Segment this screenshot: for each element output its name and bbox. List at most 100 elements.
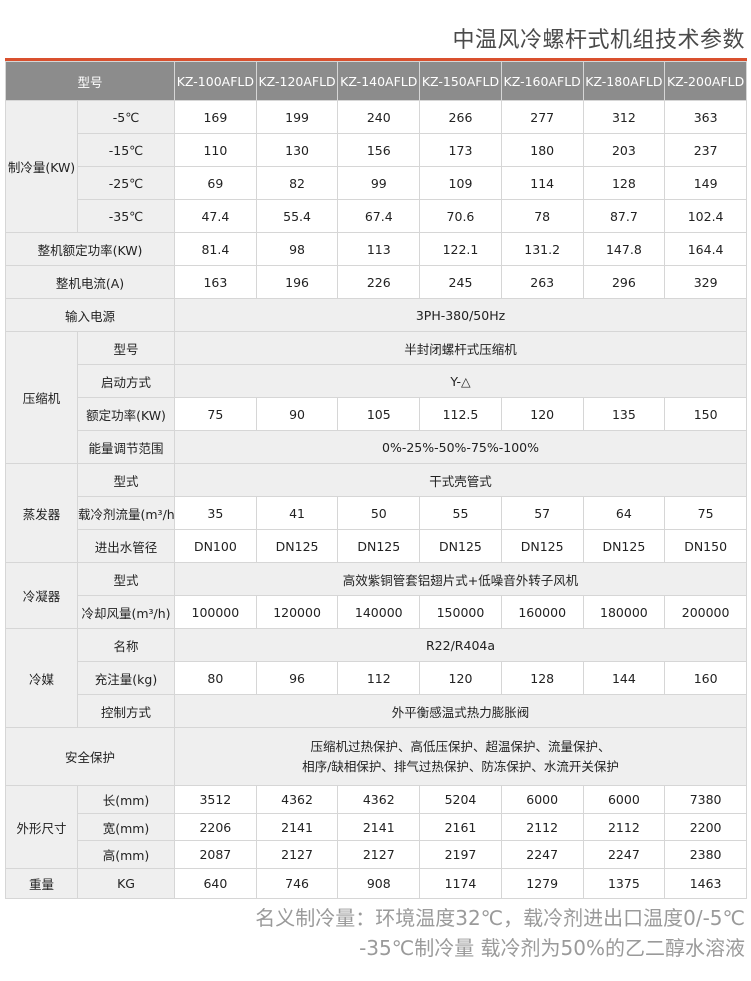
value-cell: 140000 bbox=[337, 595, 421, 629]
table-row: 输入电源 3PH-380/50Hz bbox=[4, 298, 747, 332]
value-cell: 1375 bbox=[582, 868, 666, 900]
value-cell: 296 bbox=[582, 265, 666, 299]
value-cell: 2112 bbox=[582, 812, 666, 842]
value-cell: 150 bbox=[664, 397, 747, 431]
group-label: 冷媒 bbox=[5, 628, 78, 728]
footnote-line: -35℃制冷量 载冷剂为50%的乙二醇水溶液 bbox=[359, 936, 745, 960]
value-cell: 2247 bbox=[582, 840, 666, 870]
value-cell: 41 bbox=[255, 496, 339, 530]
header-model: KZ-200AFLD bbox=[664, 61, 747, 101]
row-label: -35℃ bbox=[76, 199, 176, 233]
table-row: 能量调节范围 0%-25%-50%-75%-100% bbox=[6, 430, 747, 464]
value-cell: 312 bbox=[582, 100, 666, 134]
value-cell: 135 bbox=[582, 397, 666, 431]
table-row: 进出水管径 DN100 DN125 DN125 DN125 DN125 DN125 DN150 bbox=[6, 529, 747, 563]
value-cell: 57 bbox=[500, 496, 584, 530]
value-cell: 35 bbox=[174, 496, 257, 530]
value-cell: 2197 bbox=[419, 840, 502, 870]
value-cell: 105 bbox=[337, 397, 421, 431]
value-cell: 196 bbox=[255, 265, 339, 299]
value-cell: 110 bbox=[174, 133, 257, 167]
table-row: 蒸发器 型式 干式壳管式 bbox=[5, 463, 747, 563]
value-cell: 150000 bbox=[419, 595, 502, 629]
row-label: 安全保护 bbox=[4, 727, 176, 786]
value-cell: 75 bbox=[174, 397, 257, 431]
value-cell: 7380 bbox=[664, 785, 747, 814]
group-label: 蒸发器 bbox=[5, 463, 78, 563]
value-cell: 2161 bbox=[419, 812, 502, 842]
row-label: 冷却风量(m³/h) bbox=[76, 595, 176, 629]
value-cell: 2127 bbox=[255, 840, 339, 870]
row-label: 控制方式 bbox=[76, 694, 176, 728]
value-cell: 4362 bbox=[337, 785, 421, 814]
table-row: -25℃ 69 82 99 109 114 128 149 bbox=[6, 166, 747, 200]
value-cell: 113 bbox=[337, 232, 421, 266]
value-cell: 120 bbox=[419, 661, 502, 695]
value-cell: 78 bbox=[500, 199, 584, 233]
row-label: KG bbox=[76, 868, 176, 900]
value-cell: 2247 bbox=[500, 840, 584, 870]
value-cell: 640 bbox=[174, 868, 257, 900]
value-cell: 109 bbox=[419, 166, 502, 200]
value-cell: 64 bbox=[582, 496, 666, 530]
value-cell: 173 bbox=[419, 133, 502, 167]
safety-value: 压缩机过热保护、高低压保护、超温保护、流量保护、 相序/缺相保护、排气过热保护、防… bbox=[174, 727, 747, 786]
value-cell: 90 bbox=[255, 397, 339, 431]
value-cell: 1279 bbox=[500, 868, 584, 900]
value-cell: 277 bbox=[500, 100, 584, 134]
value-cell: 237 bbox=[664, 133, 747, 167]
row-label: 载冷剂流量(m³/h) bbox=[76, 496, 176, 530]
value-cell: 98 bbox=[255, 232, 339, 266]
value-cell: DN100 bbox=[174, 529, 257, 563]
row-label: 宽(mm) bbox=[76, 812, 176, 842]
group-label: 压缩机 bbox=[5, 331, 78, 464]
table-row: -15℃ 110 130 156 173 180 203 237 bbox=[6, 133, 747, 167]
footnote: 名义制冷量：环境温度32℃，载冷剂进出口温度0/-5℃ -35℃制冷量 载冷剂为… bbox=[255, 903, 745, 963]
table-row: 高(mm) 2087 2127 2127 2197 2247 2247 2380 bbox=[6, 840, 747, 870]
spanning-value: 干式壳管式 bbox=[174, 463, 747, 497]
header-model: KZ-100AFLD bbox=[174, 61, 257, 101]
value-cell: 329 bbox=[664, 265, 747, 299]
spanning-value: 0%-25%-50%-75%-100% bbox=[174, 430, 747, 464]
spanning-value: 半封闭螺杆式压缩机 bbox=[174, 331, 747, 365]
table-row: 充注量(kg) 80 96 112 120 128 144 160 bbox=[6, 661, 747, 695]
accent-divider bbox=[5, 58, 747, 61]
value-cell: 746 bbox=[255, 868, 339, 900]
page-title: 中温风冷螺杆式机组技术参数 bbox=[452, 28, 745, 53]
spec-table: 型号 KZ-100AFLD KZ-120AFLD KZ-140AFLD KZ-150AF… bbox=[4, 61, 747, 900]
spanning-value: 3PH-380/50Hz bbox=[174, 298, 747, 332]
value-cell: 147.8 bbox=[582, 232, 666, 266]
value-cell: 2141 bbox=[255, 812, 339, 842]
value-cell: 160000 bbox=[500, 595, 584, 629]
value-cell: 200000 bbox=[664, 595, 747, 629]
table-row: 额定功率(KW) 75 90 105 112.5 120 135 150 bbox=[6, 397, 747, 431]
value-cell: 130 bbox=[255, 133, 339, 167]
value-cell: 144 bbox=[582, 661, 666, 695]
value-cell: 2141 bbox=[337, 812, 421, 842]
header-model: KZ-150AFLD bbox=[419, 61, 502, 101]
value-cell: 2112 bbox=[500, 812, 584, 842]
value-cell: DN150 bbox=[664, 529, 747, 563]
value-cell: 1174 bbox=[419, 868, 502, 900]
row-label: 整机电流(A) bbox=[4, 265, 176, 299]
value-cell: 2087 bbox=[174, 840, 257, 870]
value-cell: 128 bbox=[582, 166, 666, 200]
value-cell: 81.4 bbox=[174, 232, 257, 266]
value-cell: 122.1 bbox=[419, 232, 502, 266]
table-row: 冷凝器 型式 高效紫铜管套铝翅片式+低噪音外转子风机 bbox=[5, 562, 747, 629]
value-cell: 87.7 bbox=[582, 199, 666, 233]
group-label: 制冷量(KW) bbox=[5, 100, 78, 233]
value-cell: 263 bbox=[500, 265, 584, 299]
table-row: 安全保护 压缩机过热保护、高低压保护、超温保护、流量保护、 相序/缺相保护、排气过热… bbox=[4, 727, 747, 786]
header-model: KZ-160AFLD bbox=[500, 61, 584, 101]
value-cell: 164.4 bbox=[664, 232, 747, 266]
value-cell: DN125 bbox=[255, 529, 339, 563]
row-label: 进出水管径 bbox=[76, 529, 176, 563]
value-cell: 203 bbox=[582, 133, 666, 167]
value-cell: 50 bbox=[337, 496, 421, 530]
value-cell: 112.5 bbox=[419, 397, 502, 431]
header-row: 型号 KZ-100AFLD KZ-120AFLD KZ-140AFLD KZ-150AF… bbox=[4, 61, 747, 101]
header-model: KZ-120AFLD bbox=[255, 61, 339, 101]
table-row: 控制方式 外平衡感温式热力膨胀阀 bbox=[6, 694, 747, 728]
row-label: 额定功率(KW) bbox=[76, 397, 176, 431]
